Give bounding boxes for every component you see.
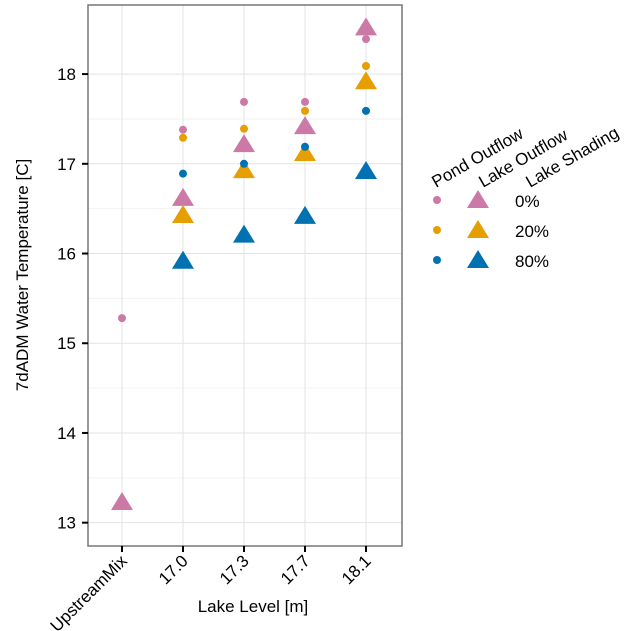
legend-dot	[433, 256, 441, 264]
pond-point	[240, 159, 248, 168]
lake-point	[111, 492, 133, 511]
pond-point	[301, 142, 309, 151]
y-tick-label: 17	[57, 155, 76, 174]
lake-point	[355, 71, 377, 90]
y-tick-label: 15	[57, 334, 76, 353]
y-tick-label: 18	[57, 65, 76, 84]
pond-point	[362, 62, 370, 71]
legend-triangle	[467, 220, 489, 238]
x-tick-label: 17.7	[277, 551, 314, 588]
legend-dot	[433, 196, 441, 204]
pond-point	[179, 133, 187, 142]
y-tick-label: 13	[57, 514, 76, 533]
pond-point	[240, 124, 248, 133]
lake-point	[355, 17, 377, 36]
x-tick-label: UpstreamMix	[47, 551, 132, 631]
lake-point	[294, 116, 316, 135]
lake-point	[233, 160, 255, 179]
x-tick-label: 17.0	[155, 551, 192, 588]
y-tick-label: 14	[57, 424, 76, 443]
pond-point	[179, 169, 187, 178]
y-tick-label: 16	[57, 245, 76, 264]
pond-point	[240, 97, 248, 106]
y-axis-label: 7dADM Water Temperature [C]	[13, 159, 32, 391]
lake-point	[233, 224, 255, 243]
lake-point	[294, 143, 316, 162]
lake-point	[233, 134, 255, 153]
legend-triangle	[467, 190, 489, 208]
pond-point	[362, 106, 370, 115]
x-tick-label: 18.1	[338, 551, 375, 588]
pond-point	[301, 106, 309, 115]
pond-point	[362, 35, 370, 44]
pond-point	[118, 314, 126, 323]
pond-point	[301, 97, 309, 106]
pond-point	[179, 125, 187, 134]
lake-point	[294, 205, 316, 224]
lake-point	[172, 250, 194, 269]
lake-point	[172, 204, 194, 223]
plot-frame	[87, 4, 403, 547]
lake-point	[355, 160, 377, 179]
legend-label: 20%	[515, 222, 549, 241]
legend-label: 80%	[515, 252, 549, 271]
legend-dot	[433, 226, 441, 234]
legend-label: 0%	[515, 192, 540, 211]
legend-triangle	[467, 250, 489, 268]
lake-point	[172, 187, 194, 206]
x-axis-label: Lake Level [m]	[198, 597, 309, 616]
x-tick-label: 17.3	[216, 551, 253, 588]
